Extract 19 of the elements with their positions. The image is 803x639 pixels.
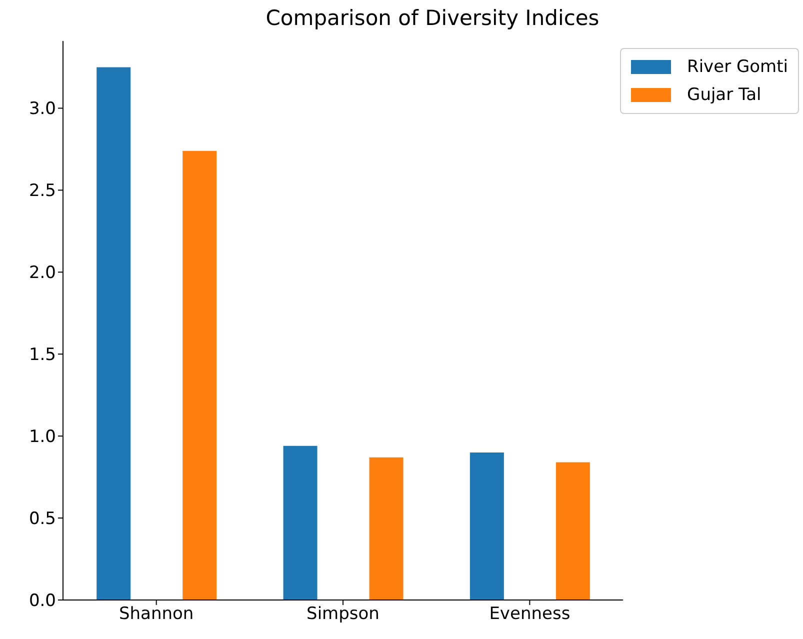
x-tick-label: Shannon: [118, 604, 194, 624]
y-tick-label: 2.5: [28, 181, 56, 202]
y-tick-label: 0.0: [28, 591, 56, 612]
y-tick-label: 3.0: [28, 99, 56, 120]
legend-label: Gujar Tal: [687, 85, 762, 105]
bar: [96, 67, 131, 600]
x-tick-label: Simpson: [306, 604, 380, 624]
y-tick-label: 1.5: [28, 345, 56, 366]
bar: [182, 150, 217, 600]
bar: [369, 457, 404, 600]
y-tick-label: 1.0: [28, 427, 56, 448]
bar: [283, 446, 318, 600]
x-tick-label: Evenness: [489, 604, 570, 624]
chart-title: Comparison of Diversity Indices: [264, 6, 600, 30]
legend-label: River Gomti: [687, 57, 788, 77]
bar: [470, 452, 504, 600]
y-tick-label: 2.0: [28, 263, 56, 284]
y-tick-label: 0.5: [28, 509, 56, 530]
bar: [556, 462, 590, 600]
